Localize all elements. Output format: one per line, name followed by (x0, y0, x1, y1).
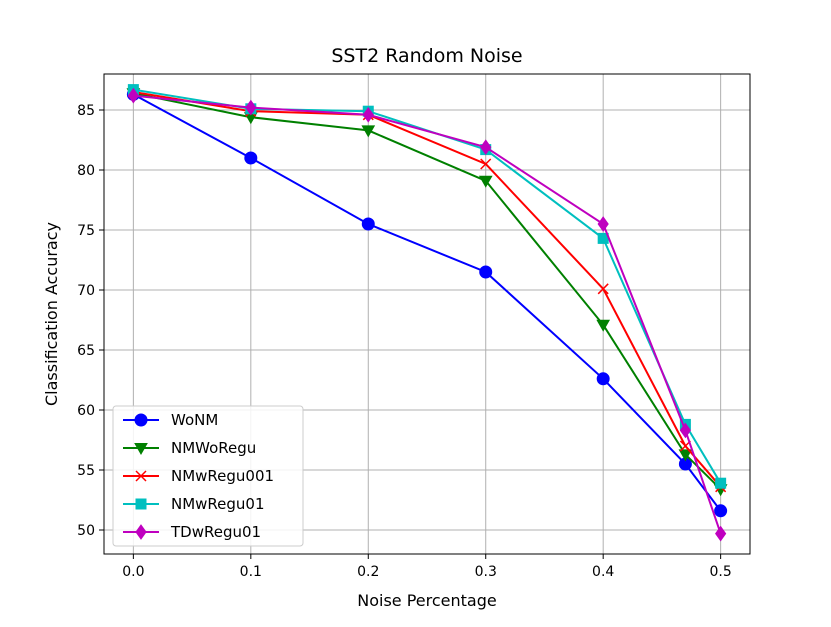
legend-label: TDwRegu01 (170, 523, 261, 541)
legend-label: WoNM (171, 411, 218, 429)
data-point (127, 87, 139, 104)
y-tick-label: 65 (77, 343, 95, 359)
y-tick-label: 60 (77, 403, 95, 419)
x-tick-label: 0.5 (710, 564, 732, 580)
legend-marker (135, 524, 147, 540)
y-tick-label: 80 (77, 163, 95, 179)
data-point (714, 504, 728, 518)
data-point (597, 216, 609, 232)
y-tick-label: 50 (77, 523, 95, 539)
data-point (479, 265, 493, 279)
plot-frame (103, 73, 751, 555)
data-point (245, 99, 257, 116)
legend-marker (134, 443, 148, 456)
data-point (597, 283, 609, 295)
legend-item: NMwRegu001 (123, 467, 274, 485)
y-tick-label: 55 (77, 463, 95, 479)
legend-label: NMwRegu01 (171, 495, 265, 513)
legend-item: WoNM (123, 411, 218, 429)
data-point (715, 477, 727, 489)
y-axis-label: Classification Accuracy (42, 222, 61, 406)
data-point (678, 449, 693, 462)
x-marker-stroke (135, 470, 147, 482)
series-WoNM (126, 87, 728, 518)
legend-marker (135, 470, 147, 482)
data-point (362, 106, 374, 123)
legend-item: TDwRegu01 (123, 523, 261, 541)
data-point (361, 125, 376, 138)
data-point (715, 525, 727, 542)
x-marker-stroke (480, 158, 492, 170)
x-tick-label: 0.2 (357, 564, 379, 580)
data-point (478, 175, 493, 188)
y-tick-label: 75 (77, 223, 95, 239)
series-layer (126, 84, 728, 542)
legend-label: NMWoRegu (171, 439, 256, 457)
data-point (596, 319, 611, 332)
x-tick-label: 0.1 (240, 564, 262, 580)
y-tick-label: 70 (77, 283, 95, 299)
legend-marker (134, 413, 148, 427)
x-marker-stroke (597, 283, 609, 295)
data-point (244, 151, 258, 165)
series-TDwRegu01 (127, 87, 727, 542)
legend-marker (135, 498, 147, 510)
data-point (480, 158, 492, 170)
data-point (596, 372, 610, 386)
legend-box (112, 405, 304, 547)
chart-title: SST2 Random Noise (331, 45, 522, 67)
legend-item: NMwRegu01 (123, 495, 265, 513)
x-tick-label: 0.4 (592, 564, 614, 580)
legend-item: NMWoRegu (123, 439, 256, 457)
data-point (480, 139, 492, 156)
ticks: 0.0 0.1 0.2 0.3 0.4 0.5 50 55 60 65 70 75 80 85 (77, 103, 732, 580)
x-tick-label: 0.3 (475, 564, 497, 580)
y-tick-label: 85 (77, 103, 95, 119)
data-point (679, 422, 692, 439)
x-tick-label: 0.0 (122, 564, 144, 580)
data-point (361, 217, 375, 231)
legend: WoNM NMWoRegu NMwRegu001 NMwRegu01 TDwRegu01 (112, 405, 304, 547)
legend-label: NMwRegu001 (171, 467, 274, 485)
x-axis-label: Noise Percentage (357, 591, 496, 610)
